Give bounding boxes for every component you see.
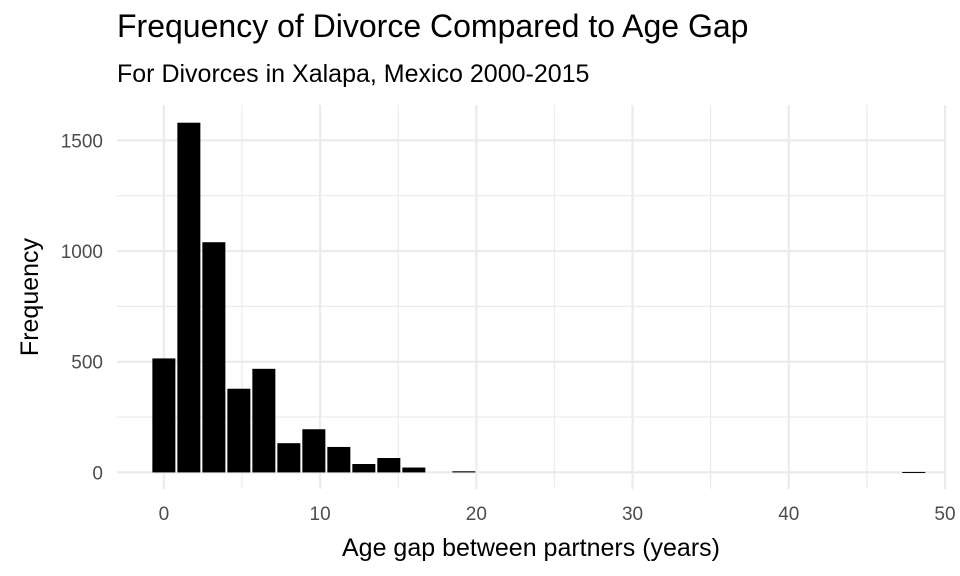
histogram-bar	[902, 471, 926, 473]
y-axis-title: Frequency	[16, 237, 44, 356]
histogram-bar	[177, 122, 201, 473]
histogram-bar	[327, 446, 351, 473]
x-tick-label: 30	[622, 504, 643, 525]
x-tick-label: 0	[159, 504, 170, 525]
histogram-bar	[277, 443, 301, 473]
chart-title: Frequency of Divorce Compared to Age Gap	[117, 8, 749, 44]
histogram-bar	[352, 463, 376, 473]
histogram-bar	[377, 458, 401, 473]
histogram-bar	[452, 471, 476, 473]
histogram-bar	[302, 429, 326, 473]
histogram-bar	[402, 467, 426, 473]
y-tick-label: 0	[92, 463, 103, 484]
y-tick-label: 500	[71, 353, 103, 374]
x-axis-title: Age gap between partners (years)	[342, 534, 720, 562]
chart-subtitle: For Divorces in Xalapa, Mexico 2000-2015	[117, 60, 590, 88]
x-tick-label: 20	[466, 504, 487, 525]
x-tick-label: 40	[778, 504, 799, 525]
histogram-bar	[227, 388, 251, 473]
histogram-bar	[152, 358, 176, 473]
x-tick-label: 50	[934, 504, 955, 525]
histogram-bar	[202, 242, 226, 473]
histogram-bar	[252, 368, 276, 473]
y-tick-label: 1000	[61, 242, 103, 263]
y-tick-label: 1500	[61, 131, 103, 152]
x-tick-label: 10	[310, 504, 331, 525]
